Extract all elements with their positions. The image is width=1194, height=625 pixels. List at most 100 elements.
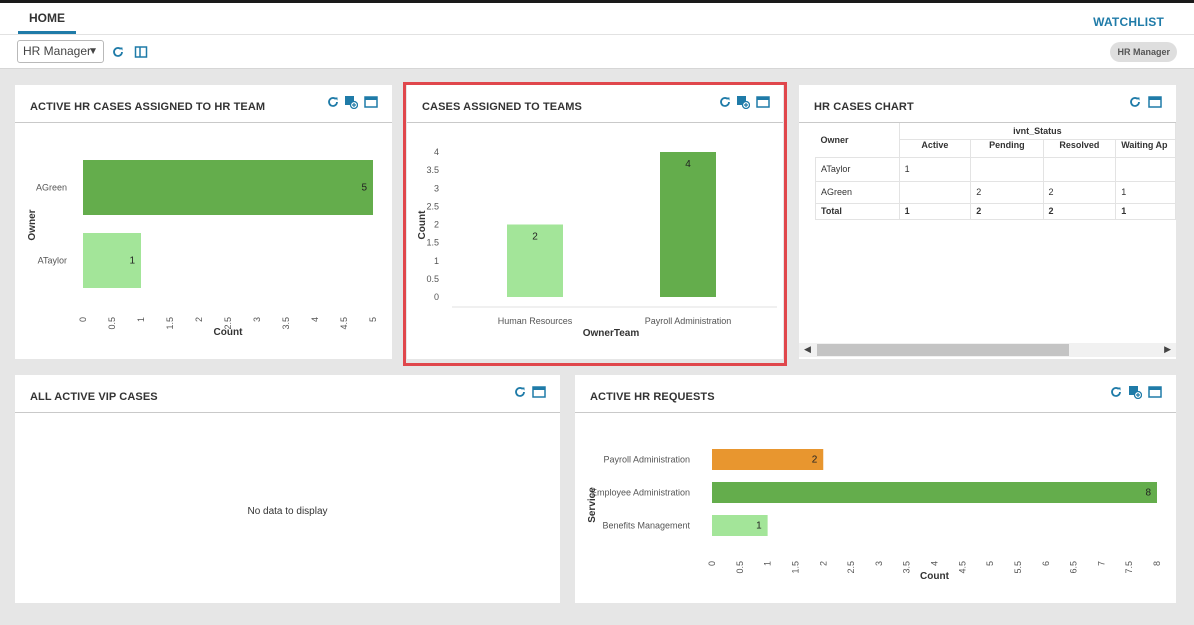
table-cell: [898, 180, 972, 204]
panel-title: ALL ACTIVE VIP CASES: [30, 391, 158, 403]
table-cell: [1115, 156, 1176, 182]
bar-value-label: 4: [685, 159, 691, 170]
bar[interactable]: [712, 515, 768, 536]
scroll-left-icon[interactable]: ◀: [804, 344, 811, 354]
x-tick-label: 6.5: [1069, 561, 1079, 574]
panel-title: CASES ASSIGNED TO TEAMS: [422, 101, 582, 113]
bar[interactable]: [660, 152, 716, 297]
x-tick-label: 5.5: [1013, 561, 1023, 574]
panel-active-hr-cases: ACTIVE HR CASES ASSIGNED TO HR TEAM 5 AGr…: [15, 85, 392, 359]
panel-header: ALL ACTIVE VIP CASES: [15, 375, 560, 413]
table-header-col: Active: [898, 138, 972, 158]
table-cell: 1: [1115, 180, 1176, 204]
table-header-col: Resolved: [1042, 138, 1117, 158]
category-label: Benefits Management: [602, 521, 690, 531]
horizontal-scrollbar[interactable]: ◀ ▶: [799, 343, 1176, 357]
x-axis-title: Count: [920, 571, 950, 582]
scrollbar-thumb[interactable]: [817, 344, 1069, 356]
x-tick-label: 3: [874, 561, 884, 566]
refresh-icon[interactable]: [513, 385, 527, 399]
bar[interactable]: [83, 160, 373, 215]
y-axis-title: Count: [417, 210, 428, 240]
y-tick-label: 2: [434, 220, 439, 230]
table-cell: 2: [1042, 180, 1117, 204]
watchlist-link[interactable]: WATCHLIST: [1093, 15, 1164, 29]
x-tick-label: 5: [985, 561, 995, 566]
bar[interactable]: [712, 482, 1157, 503]
role-select[interactable]: HR Manager ▼: [17, 40, 104, 63]
panel-title: HR CASES CHART: [814, 101, 914, 113]
table-cell: 1: [898, 156, 972, 182]
x-tick-label: 0.5: [107, 317, 117, 330]
maximize-icon[interactable]: [756, 95, 770, 109]
empty-state-text: No data to display: [247, 506, 328, 517]
x-axis-title: OwnerTeam: [583, 328, 640, 339]
scroll-right-icon[interactable]: ▶: [1164, 344, 1171, 354]
user-role-badge[interactable]: HR Manager: [1110, 42, 1177, 62]
x-axis-title: Count: [214, 327, 244, 338]
maximize-icon[interactable]: [1148, 385, 1162, 399]
y-tick-label: 4: [434, 147, 439, 157]
y-tick-label: 0: [434, 292, 439, 302]
panel-active-hr-requests: ACTIVE HR REQUESTS 2 Payroll Administrati…: [575, 375, 1176, 603]
chart-hr-cases-by-owner: 5 AGreen 1 ATaylor 0 0.5 1 1.5 2 2.5 3 3.5 4 4.5 5 Coun…: [27, 160, 378, 338]
hr-cases-table: Owner ivnt_Status Active Pending Resolve…: [815, 123, 1176, 220]
panel-header: CASES ASSIGNED TO TEAMS: [407, 85, 783, 123]
y-tick-label: 3: [434, 183, 439, 193]
maximize-icon[interactable]: [1148, 95, 1162, 109]
refresh-icon[interactable]: [718, 95, 732, 109]
x-tick-label: 4.5: [957, 561, 967, 574]
export-icon[interactable]: [344, 95, 358, 109]
category-label: Employee Administration: [591, 488, 690, 498]
y-tick-label: 3.5: [426, 165, 439, 175]
bar[interactable]: [712, 449, 824, 470]
refresh-icon[interactable]: [326, 95, 340, 109]
table-cell: 2: [970, 180, 1044, 204]
chart-cases-by-team: 0 0.5 1 1.5 2 2.5 3 3.5 4 2 Human Resources 4 Payrol…: [417, 147, 777, 339]
refresh-icon[interactable]: [1109, 385, 1123, 399]
chart-hr-requests-by-service: 2 Payroll Administration 8 Employee Adminis…: [587, 449, 1162, 582]
refresh-icon[interactable]: [111, 45, 125, 59]
panel-header: ACTIVE HR REQUESTS: [575, 375, 1176, 413]
refresh-icon[interactable]: [1128, 95, 1142, 109]
x-tick-label: 2.5: [846, 561, 856, 574]
y-tick-label: 1.5: [426, 238, 439, 248]
x-tick-label: 4.5: [339, 317, 349, 330]
table-cell-owner: AGreen: [815, 180, 900, 204]
panel-hr-cases-chart: HR CASES CHART Owner ivnt_Status Active …: [799, 85, 1176, 359]
panel-title: ACTIVE HR REQUESTS: [590, 391, 715, 403]
bar-value-label: 2: [812, 455, 818, 466]
x-tick-label: 4: [930, 561, 940, 566]
bar[interactable]: [83, 233, 141, 288]
bar-value-label: 5: [361, 183, 367, 194]
window-top-border: [0, 0, 1194, 3]
maximize-icon[interactable]: [364, 95, 378, 109]
y-axis-title: Owner: [27, 209, 38, 240]
bar[interactable]: [507, 224, 563, 298]
export-icon[interactable]: [736, 95, 750, 109]
chevron-down-icon: ▼: [88, 46, 98, 57]
tab-home[interactable]: HOME: [18, 3, 76, 34]
tab-bar: HOME WATCHLIST: [0, 3, 1194, 35]
x-tick-label: 4: [310, 317, 320, 322]
x-tick-label: 7.5: [1124, 561, 1134, 574]
table-cell-owner: ATaylor: [815, 156, 900, 182]
category-label: Human Resources: [498, 316, 573, 326]
table-header-col: Waiting Ap: [1115, 138, 1176, 158]
table-cell: 2: [1042, 202, 1117, 220]
category-label: AGreen: [36, 183, 67, 193]
x-tick-label: 0: [707, 561, 717, 566]
x-tick-label: 2: [194, 317, 204, 322]
category-label: Payroll Administration: [603, 455, 690, 465]
table-cell: 1: [1115, 202, 1176, 220]
x-tick-label: 0.5: [735, 561, 745, 574]
role-select-value: HR Manager: [23, 44, 92, 58]
bar-value-label: 2: [532, 232, 538, 243]
x-tick-label: 8: [1152, 561, 1162, 566]
table-cell: 1: [898, 202, 972, 220]
maximize-icon[interactable]: [532, 385, 546, 399]
x-tick-label: 1: [136, 317, 146, 322]
layout-icon[interactable]: [134, 45, 148, 59]
export-icon[interactable]: [1128, 385, 1142, 399]
x-tick-label: 3.5: [902, 561, 912, 574]
